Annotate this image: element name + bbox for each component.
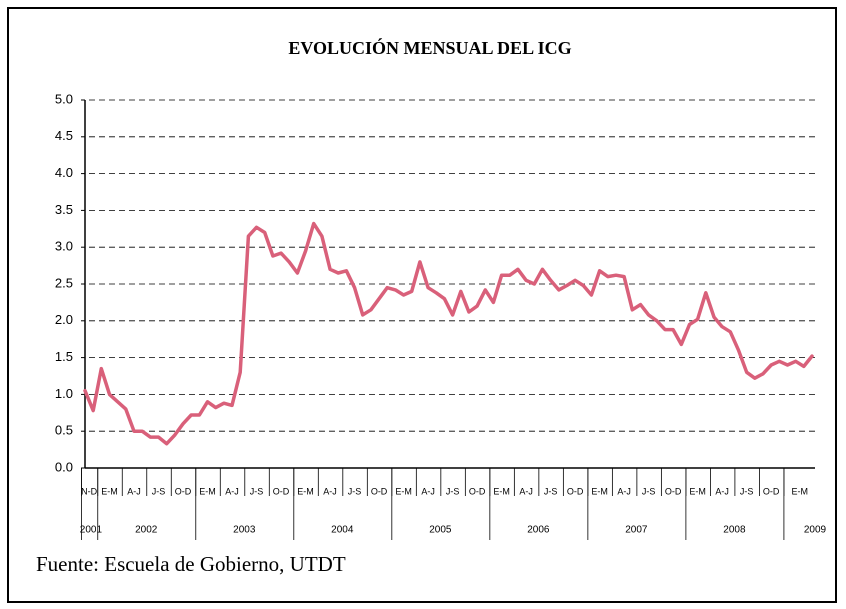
quarter-label: E-M bbox=[791, 486, 808, 496]
quarter-label: A-J bbox=[715, 486, 729, 496]
quarter-label: J-S bbox=[740, 486, 754, 496]
y-tick-label: 2.0 bbox=[55, 312, 73, 327]
y-tick-label: 1.0 bbox=[55, 386, 73, 401]
quarter-label: J-S bbox=[152, 486, 166, 496]
y-tick-label: 0.5 bbox=[55, 423, 73, 438]
y-tick-label: 2.5 bbox=[55, 275, 73, 290]
year-label: 2001 bbox=[80, 525, 103, 536]
y-tick-label: 3.5 bbox=[55, 202, 73, 217]
quarter-label: E-M bbox=[199, 486, 216, 496]
y-tick-label: 4.0 bbox=[55, 165, 73, 180]
quarter-label: A-J bbox=[421, 486, 435, 496]
chart-title: EVOLUCIÓN MENSUAL DEL ICG bbox=[288, 37, 571, 58]
frame bbox=[7, 7, 837, 603]
y-tick-label: 5.0 bbox=[55, 91, 73, 106]
year-label: 2002 bbox=[135, 525, 158, 536]
quarter-label: A-J bbox=[519, 486, 533, 496]
quarter-label: O-D bbox=[175, 486, 192, 496]
quarter-label: E-M bbox=[591, 486, 608, 496]
quarter-label: A-J bbox=[225, 486, 239, 496]
y-tick-label: 0.0 bbox=[55, 459, 73, 474]
quarter-label: E-M bbox=[493, 486, 510, 496]
quarter-label: E-M bbox=[101, 486, 118, 496]
quarter-label: O-D bbox=[469, 486, 486, 496]
year-label: 2005 bbox=[429, 525, 452, 536]
quarter-label: J-S bbox=[348, 486, 362, 496]
quarter-label: E-M bbox=[395, 486, 412, 496]
y-tick-label: 4.5 bbox=[55, 128, 73, 143]
quarter-label: J-S bbox=[642, 486, 656, 496]
quarter-label: A-J bbox=[323, 486, 337, 496]
y-tick-label: 1.5 bbox=[55, 349, 73, 364]
year-label: 2008 bbox=[723, 525, 746, 536]
quarter-label: J-S bbox=[250, 486, 264, 496]
year-label: 2007 bbox=[625, 525, 648, 536]
quarter-label: O-D bbox=[273, 486, 290, 496]
quarter-label: J-S bbox=[544, 486, 558, 496]
source-note: Fuente: Escuela de Gobierno, UTDT bbox=[36, 552, 346, 576]
quarter-label: E-M bbox=[689, 486, 706, 496]
year-label: 2004 bbox=[331, 525, 354, 536]
quarter-label: A-J bbox=[127, 486, 141, 496]
quarter-label: O-D bbox=[371, 486, 388, 496]
icg-line bbox=[83, 221, 814, 446]
y-tick-label: 3.0 bbox=[55, 239, 73, 254]
quarter-label: A-J bbox=[617, 486, 631, 496]
year-label: 2003 bbox=[233, 525, 256, 536]
year-label: 2006 bbox=[527, 525, 550, 536]
quarter-label: J-S bbox=[446, 486, 460, 496]
year-label: 2009 bbox=[804, 525, 827, 536]
quarter-label: E-M bbox=[297, 486, 314, 496]
quarter-label: O-D bbox=[763, 486, 780, 496]
quarter-label: N-D bbox=[81, 486, 97, 496]
quarter-label: O-D bbox=[665, 486, 682, 496]
quarter-label: O-D bbox=[567, 486, 584, 496]
